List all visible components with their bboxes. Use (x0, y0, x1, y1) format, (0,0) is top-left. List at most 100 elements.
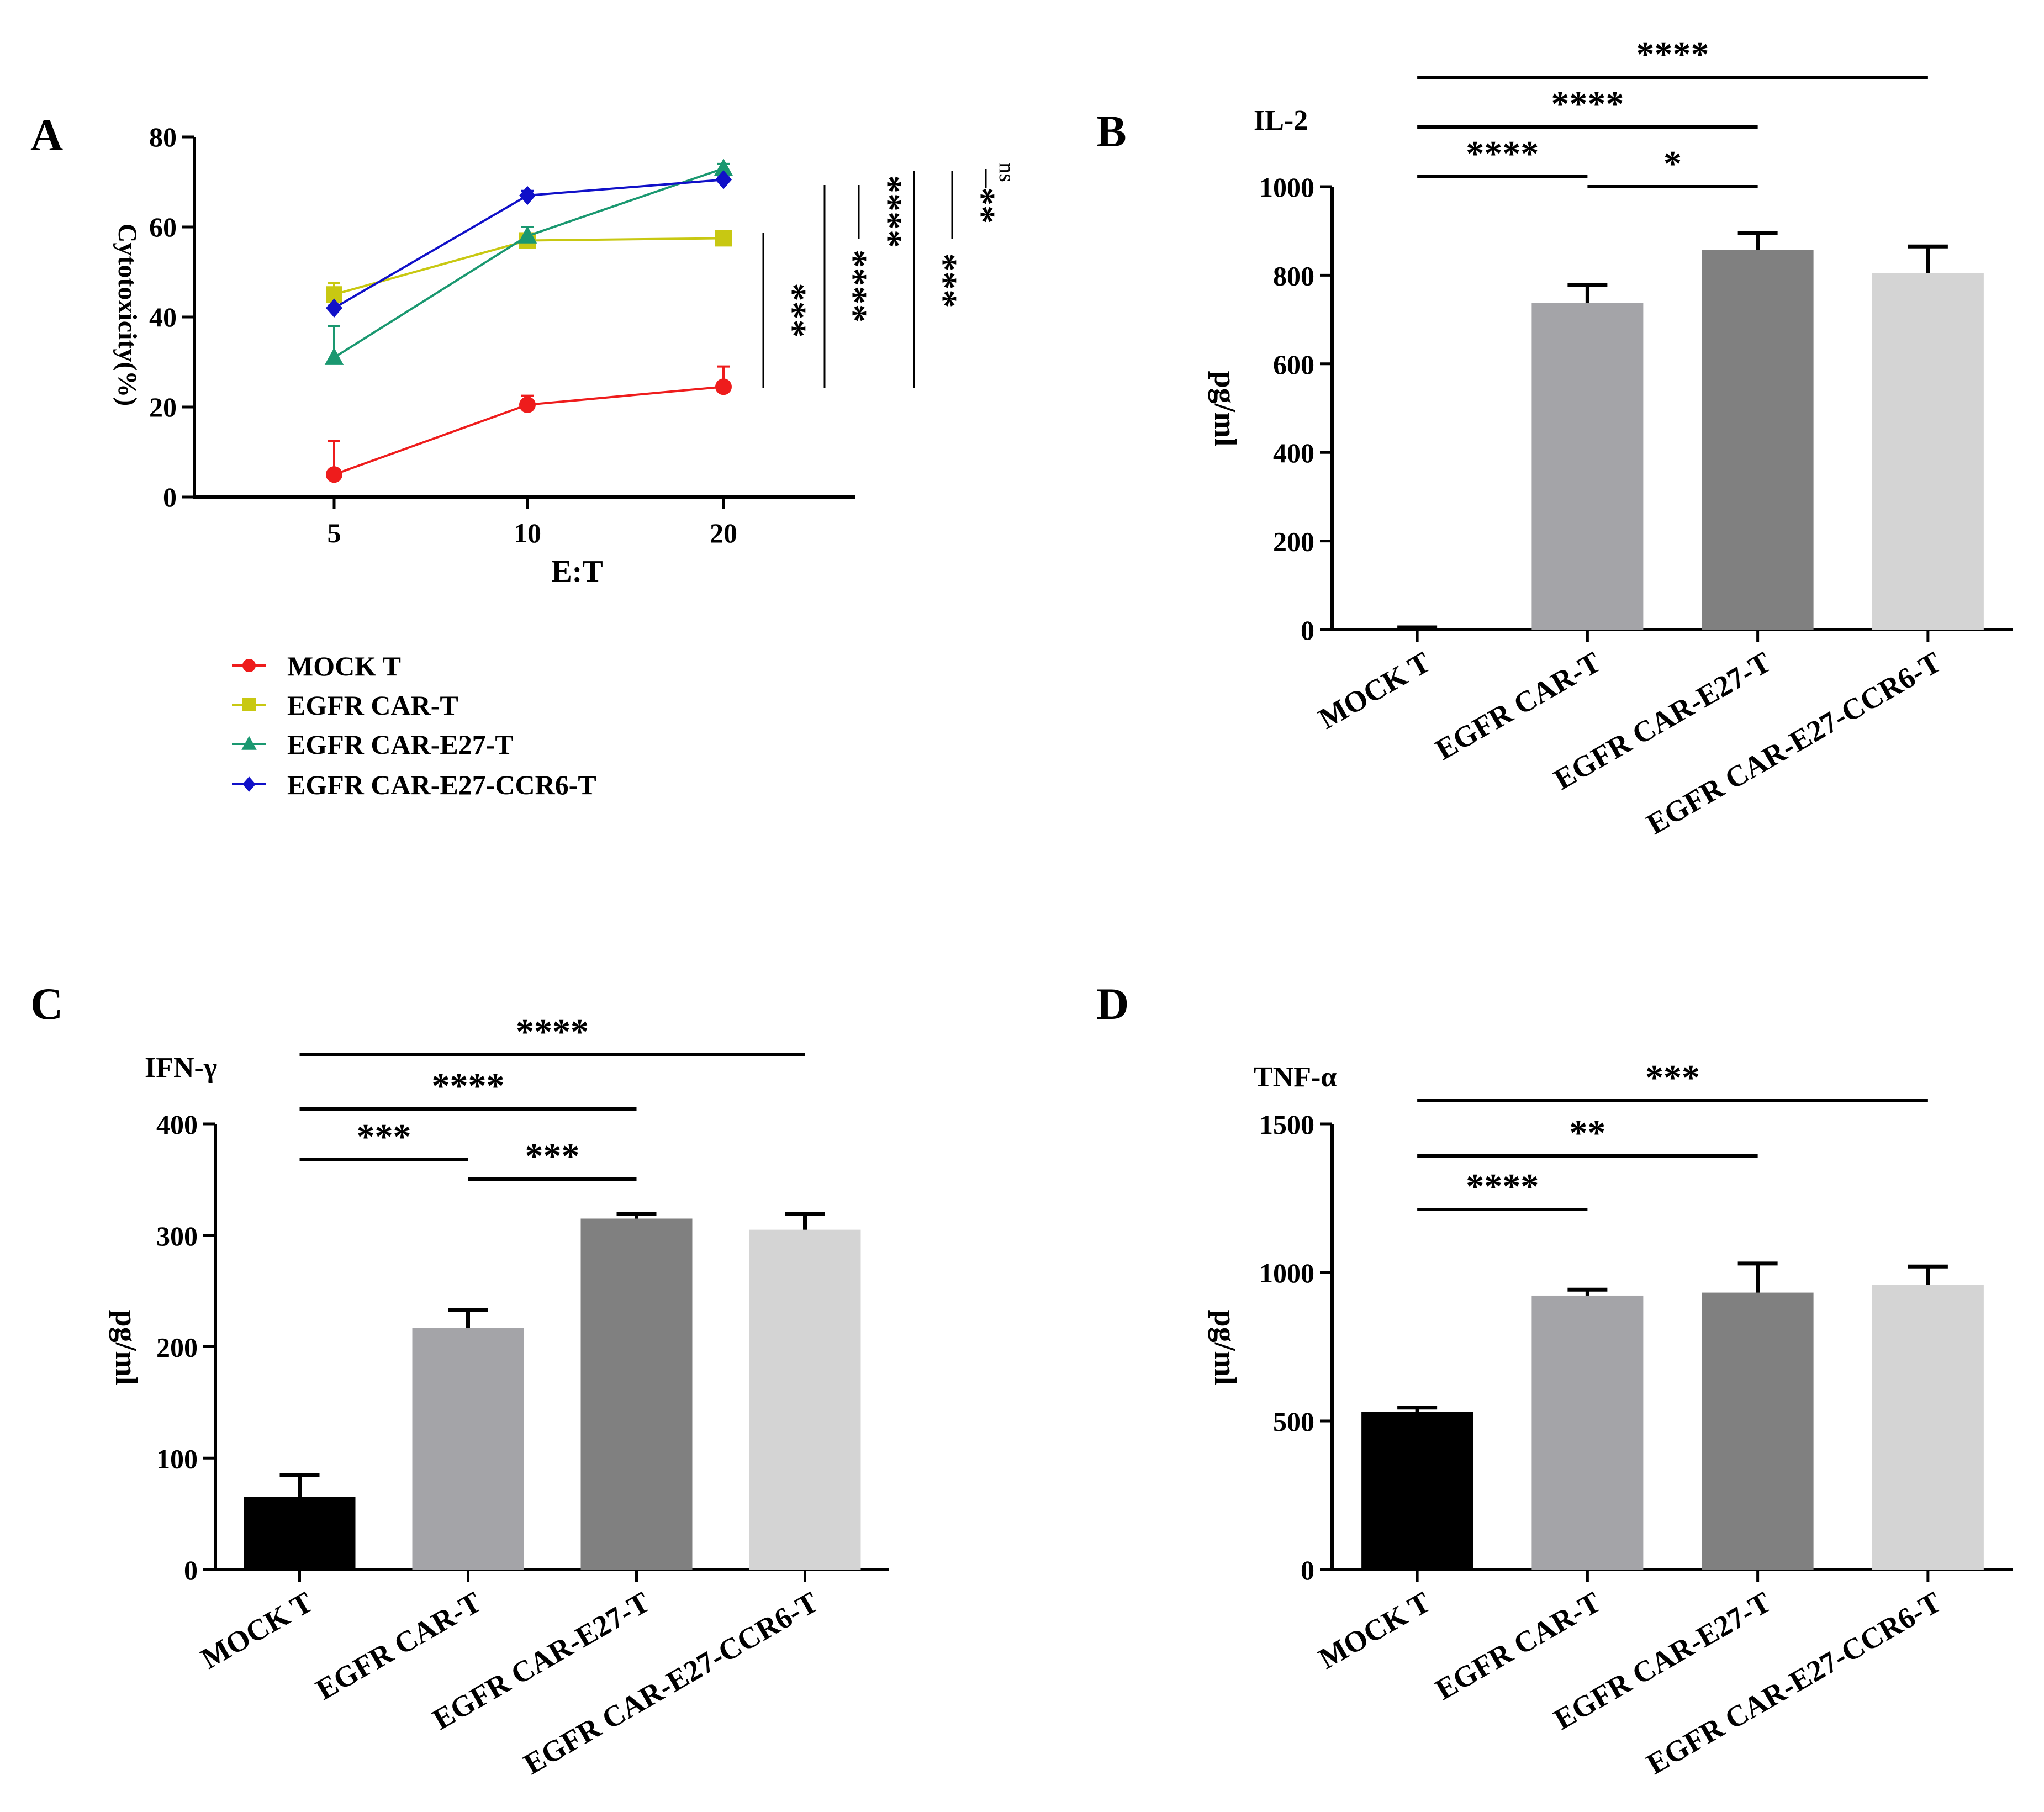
a-data-point (715, 170, 732, 189)
a-y-tick-label: 0 (163, 482, 177, 513)
legend-marker (242, 698, 256, 711)
b-y-tick-label: 800 (1273, 260, 1314, 291)
a-y-tick-label: 20 (149, 392, 177, 422)
a-data-point (326, 298, 342, 318)
b-title: IL-2 (1254, 105, 1308, 136)
c-bar-mock-t (244, 1497, 356, 1570)
c-bar-egfr-car-t (412, 1328, 524, 1570)
d-category-label: EGFR CAR-E27-CCR6-T (1641, 1585, 1946, 1781)
c-category-label: EGFR CAR-E27-CCR6-T (518, 1585, 823, 1781)
c-bar-egfr-car-e27-ccr6-t (749, 1229, 861, 1570)
a-sig-label: **** (834, 250, 874, 323)
a-sig-label: ** (962, 187, 1002, 224)
d-title: TNF-α (1254, 1061, 1337, 1093)
b-y-tick-label: 0 (1301, 615, 1314, 646)
legend-item-mock-t: MOCK T (232, 651, 401, 682)
panel-a-label: A (30, 110, 63, 160)
c-y-tick-label: 0 (184, 1555, 198, 1586)
c-title: IFN-γ (145, 1052, 217, 1084)
a-legend: MOCK T EGFR CAR-T EGFR CAR-E27-T EGFR CAR-E… (232, 651, 596, 800)
b-sig-label: **** (1636, 34, 1709, 75)
c-y-tick-label: 300 (156, 1221, 198, 1251)
legend-label: MOCK T (287, 651, 401, 682)
d-bar-egfr-car-t (1531, 1295, 1644, 1570)
d-sig-label: *** (1645, 1058, 1700, 1098)
a-sig-label: *** (773, 283, 814, 338)
d-y-tick-label: 1000 (1259, 1258, 1314, 1288)
d-bar-mock-t (1361, 1412, 1473, 1570)
a-y-axis-label: Cytotoxicity(%) (113, 224, 142, 406)
d-category-label: MOCK T (1313, 1585, 1436, 1675)
b-category-label: EGFR CAR-E27-CCR6-T (1641, 645, 1946, 841)
a-series-egfr-car-e27-ccr6-t (326, 170, 732, 318)
a-data-point (326, 466, 342, 483)
legend-label: EGFR CAR-E27-CCR6-T (287, 769, 596, 800)
b-y-tick-label: 400 (1273, 437, 1314, 468)
a-y-tick-label: 80 (149, 121, 177, 152)
panel-b-label: B (1096, 106, 1127, 156)
legend-label: EGFR CAR-T (287, 690, 458, 721)
a-data-point (519, 186, 536, 205)
b-bar-egfr-car-t (1531, 303, 1644, 630)
b-bar-egfr-car-e27-ccr6-t (1872, 273, 1984, 630)
d-y-tick-label: 0 (1301, 1555, 1314, 1586)
c-sig-label: **** (516, 1012, 589, 1052)
d-y-tick-label: 1500 (1259, 1109, 1314, 1140)
b-y-axis-label: pg/ml (1208, 371, 1242, 447)
b-y-tick-label: 600 (1273, 349, 1314, 380)
a-x-tick-label: 10 (514, 517, 541, 548)
panel-c-label: C (30, 979, 63, 1029)
a-series-mock-t (326, 365, 732, 483)
legend-label: EGFR CAR-E27-T (287, 729, 514, 760)
d-category-label: EGFR CAR-T (1430, 1585, 1607, 1706)
panel-d-label: D (1096, 979, 1129, 1029)
legend-marker (242, 776, 256, 792)
b-y-tick-label: 1000 (1259, 172, 1314, 203)
a-data-point (715, 230, 732, 247)
a-x-tick-label: 20 (710, 517, 737, 548)
b-category-label: MOCK T (1313, 645, 1436, 735)
d-y-tick-label: 500 (1273, 1406, 1314, 1437)
c-category-label: MOCK T (196, 1585, 319, 1675)
c-y-tick-label: 200 (156, 1332, 198, 1363)
b-sig-label: **** (1466, 134, 1539, 174)
d-bar-egfr-car-e27-ccr6-t (1872, 1285, 1984, 1570)
legend-item-egfr-car-e27-ccr6-t: EGFR CAR-E27-CCR6-T (232, 769, 596, 800)
b-sig-label: * (1663, 144, 1682, 184)
a-sig-label: *** (924, 253, 964, 308)
c-sig-label: *** (525, 1136, 580, 1176)
a-sig-label: ns (995, 162, 1020, 182)
a-x-axis-label: E:T (551, 554, 603, 589)
d-sig-label: **** (1466, 1166, 1539, 1207)
c-y-axis-label: pg/ml (109, 1310, 143, 1386)
a-data-point (715, 378, 732, 395)
b-category-label: EGFR CAR-T (1430, 645, 1607, 766)
legend-marker (241, 736, 257, 750)
a-data-point (714, 159, 733, 176)
a-x-tick-label: 5 (328, 517, 341, 548)
c-bar-egfr-car-e27-t (580, 1218, 693, 1570)
a-data-point (517, 226, 537, 244)
a-y-tick-label: 40 (149, 302, 177, 332)
c-sig-label: *** (357, 1117, 411, 1157)
c-sig-label: **** (432, 1066, 505, 1106)
legend-item-egfr-car-e27-t: EGFR CAR-E27-T (232, 729, 514, 760)
b-y-tick-label: 200 (1273, 526, 1314, 557)
c-y-tick-label: 100 (156, 1443, 198, 1474)
a-data-point (324, 347, 344, 365)
d-y-axis-label: pg/ml (1208, 1310, 1242, 1386)
a-y-tick-label: 60 (149, 212, 177, 242)
legend-marker (242, 659, 256, 672)
a-data-point (519, 396, 536, 413)
c-y-tick-label: 400 (156, 1109, 198, 1140)
a-sig-label: **** (869, 175, 909, 248)
d-bar-egfr-car-e27-t (1702, 1292, 1814, 1570)
b-sig-label: **** (1551, 84, 1624, 124)
legend-item-egfr-car-t: EGFR CAR-T (232, 690, 458, 721)
a-series-egfr-car-e27-t (324, 159, 733, 365)
